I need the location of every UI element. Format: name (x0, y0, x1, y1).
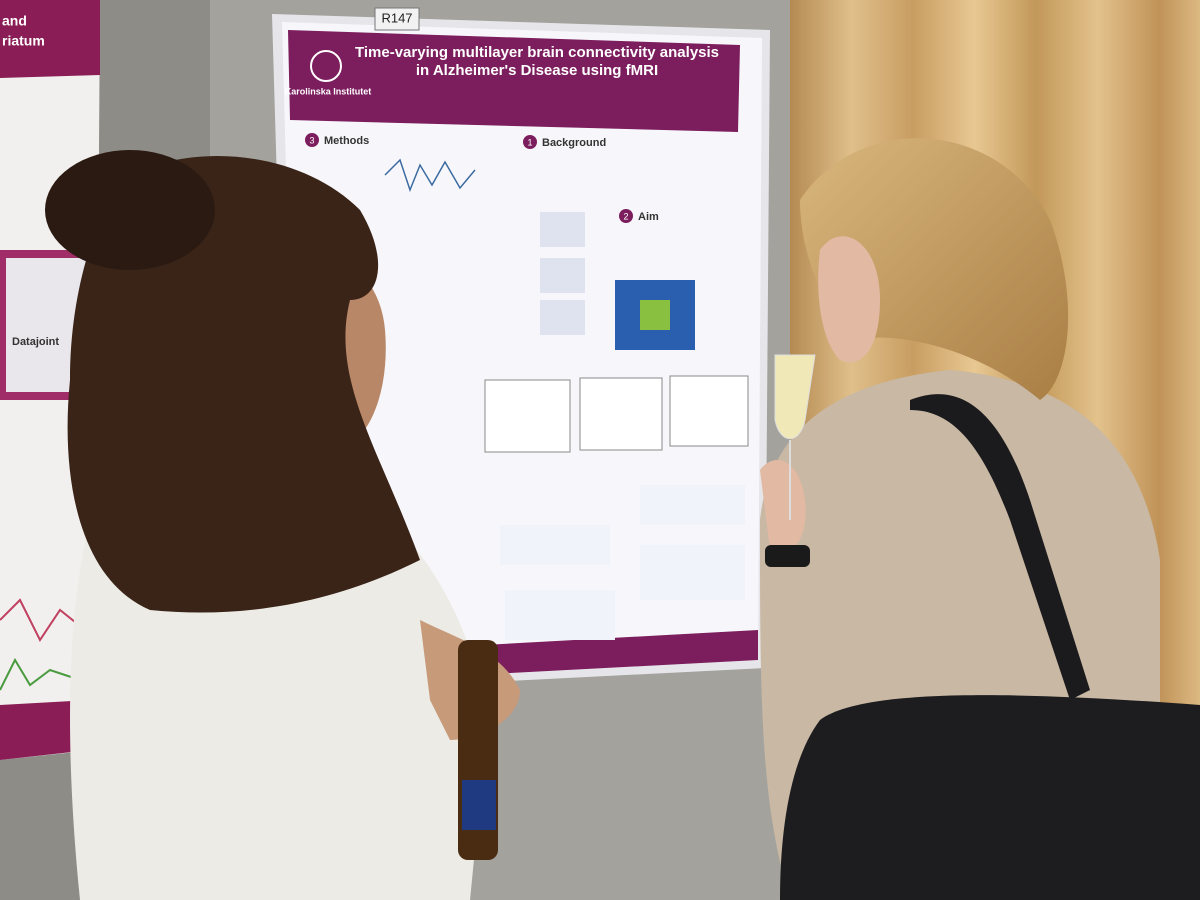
poster-bar-plot (500, 525, 610, 565)
institution-logo (310, 50, 342, 82)
face (818, 236, 880, 363)
person-right (760, 138, 1200, 900)
hair (67, 156, 420, 613)
poster-title-box: Time-varying multilayer brain connectivi… (354, 44, 720, 79)
poster-bar-plot (505, 590, 615, 640)
poster-number-card (374, 7, 420, 31)
poster-title: Time-varying multilayer brain connectivi… (354, 44, 720, 79)
poster-figure (540, 300, 585, 335)
black-bag (780, 695, 1200, 900)
bag-strap (910, 394, 1090, 700)
poster-figure (384, 158, 476, 193)
poster-figure (540, 212, 585, 247)
section-badge (523, 135, 537, 149)
poster-bar-plot (640, 545, 745, 600)
section-heading: Background (542, 137, 606, 149)
poster-bar-plot (640, 485, 745, 525)
poster-matrix-block (640, 300, 670, 330)
left-poster-footer (0, 700, 90, 760)
section-number: 3 (309, 135, 314, 145)
poster-roc-plot (579, 377, 663, 451)
left-poster-text: Datajoint (12, 336, 59, 348)
poster-roc-plot (484, 379, 571, 453)
person-left (45, 150, 520, 900)
poster-number: R147 (381, 10, 412, 25)
poster-roc-plot (669, 375, 749, 447)
left-poster-text: riatum (2, 33, 45, 49)
left-poster-plot (0, 657, 81, 691)
section-number: 1 (527, 137, 532, 147)
poster-header (288, 30, 740, 132)
section-heading: Methods (324, 135, 369, 147)
left-poster-header (0, 0, 100, 78)
watch (765, 545, 810, 567)
section-heading: Aim (638, 211, 659, 223)
left-poster-plot (0, 598, 86, 642)
section-number: 2 (623, 211, 628, 221)
section-badge (619, 209, 633, 223)
section-badge (305, 133, 319, 147)
bottle-label (462, 780, 496, 830)
hair-bun (45, 150, 215, 270)
left-poster-text: and (2, 13, 27, 29)
champagne-glass (774, 354, 816, 440)
institution-name: Karolinska Institutet (285, 86, 372, 96)
hand (760, 460, 806, 553)
poster-figure (540, 258, 585, 293)
